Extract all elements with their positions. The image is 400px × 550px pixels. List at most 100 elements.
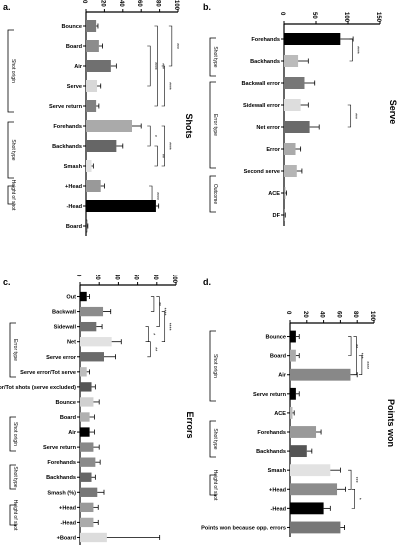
chart-title: Errors bbox=[185, 411, 195, 438]
category-label: Board bbox=[270, 354, 287, 360]
panel-b: 0 50 100 150 Forehands Backhands Backwall erro… bbox=[200, 0, 400, 275]
bar bbox=[80, 457, 96, 467]
tick-label: 100 bbox=[369, 311, 375, 322]
significance-bracket bbox=[150, 296, 155, 312]
panel-letter: a. bbox=[3, 2, 11, 12]
category-label: +Head bbox=[65, 184, 83, 190]
category-label: Backhands bbox=[52, 144, 82, 150]
bar bbox=[290, 483, 338, 496]
significance-marker: ** bbox=[352, 344, 358, 348]
group-bracket bbox=[209, 420, 216, 458]
category-label: Air bbox=[74, 64, 83, 70]
group-bracket bbox=[9, 504, 16, 526]
group-label: Outcome bbox=[212, 184, 218, 205]
category-label: Serve error bbox=[46, 355, 77, 361]
significance-bracket bbox=[147, 45, 151, 87]
category-label: Forehands bbox=[53, 124, 82, 130]
panel-c: 0 20 40 60 80 100 Out Backwall Sidewall Net Serve … bbox=[0, 275, 200, 550]
bar bbox=[86, 200, 156, 212]
tick-label: 60 bbox=[133, 275, 139, 280]
significance-marker: *** bbox=[352, 477, 358, 483]
significance-bracket bbox=[149, 185, 153, 207]
bar bbox=[284, 99, 301, 111]
bar bbox=[80, 442, 94, 452]
bar bbox=[80, 291, 87, 302]
bar bbox=[80, 321, 97, 332]
group-label: Error type bbox=[12, 339, 18, 361]
significance-marker: ** bbox=[155, 302, 161, 306]
category-label: Forehands bbox=[47, 460, 76, 466]
chart-title: Shots bbox=[184, 113, 194, 138]
category-label: Backhands bbox=[250, 59, 280, 65]
bar bbox=[80, 382, 92, 392]
significance-bracket bbox=[347, 104, 352, 128]
bar bbox=[284, 143, 296, 155]
chart-title: Points won bbox=[386, 399, 396, 447]
panel-c-chart: 0 20 40 60 80 100 Out Backwall Sidewall Net Serve … bbox=[0, 275, 195, 545]
category-label: Bounce bbox=[55, 400, 76, 406]
significance-marker: * bbox=[151, 135, 157, 137]
category-label: Backwall error bbox=[241, 81, 280, 87]
category-label: Shot error/Tot shots (serve excluded) bbox=[0, 385, 76, 391]
significance-bracket bbox=[161, 311, 166, 343]
bar bbox=[86, 120, 132, 132]
significance-bracket bbox=[154, 25, 158, 107]
category-label: +Head bbox=[269, 487, 287, 493]
category-label: Bounce bbox=[61, 24, 82, 30]
significance-marker: **** bbox=[354, 46, 360, 54]
group-bracket bbox=[9, 464, 16, 490]
significance-bracket bbox=[161, 65, 165, 107]
group-bracket bbox=[209, 474, 216, 496]
bar bbox=[86, 80, 98, 92]
tick-label: 60 bbox=[335, 311, 341, 318]
bar bbox=[80, 472, 92, 482]
category-label: +Head bbox=[59, 505, 77, 511]
bar bbox=[80, 306, 104, 317]
category-label: Net error bbox=[256, 125, 280, 131]
group-label: Shot origin bbox=[212, 354, 218, 378]
significance-marker: **** bbox=[151, 62, 157, 70]
tick-label: 20 bbox=[99, 0, 105, 7]
bar bbox=[284, 121, 310, 133]
tick-label: 40 bbox=[319, 311, 325, 318]
bar bbox=[80, 352, 104, 362]
tick-label: 40 bbox=[118, 0, 124, 7]
bar bbox=[284, 33, 341, 45]
significance-bracket bbox=[348, 336, 352, 356]
significance-marker: *** bbox=[173, 43, 179, 49]
bar bbox=[80, 367, 87, 377]
bar bbox=[290, 426, 317, 438]
tick-label: 50 bbox=[311, 12, 317, 19]
category-label: Forehands bbox=[251, 37, 280, 43]
bar bbox=[86, 180, 101, 192]
panel-a: 0 20 40 60 80 100 Bounce Board Air Serve Serve ret… bbox=[0, 0, 200, 275]
tick-label: 20 bbox=[302, 311, 308, 318]
group-label: Error type bbox=[212, 114, 218, 136]
bar bbox=[284, 209, 285, 221]
group-label: Shot origin bbox=[12, 422, 18, 446]
category-label: Forehands bbox=[257, 430, 286, 436]
significance-marker: ** bbox=[158, 154, 164, 158]
significance-marker: **** bbox=[363, 361, 369, 369]
bar bbox=[284, 187, 286, 199]
group-bracket bbox=[209, 81, 216, 169]
category-label: -Head bbox=[60, 520, 76, 526]
category-label: Board bbox=[66, 44, 83, 50]
significance-bracket bbox=[351, 488, 355, 509]
tick-label: 0 bbox=[279, 12, 285, 16]
tick-label: 80 bbox=[352, 311, 358, 318]
category-label: ACE bbox=[274, 411, 286, 417]
category-label: Serve return bbox=[49, 104, 83, 110]
tick-label: 150 bbox=[375, 12, 381, 23]
significance-bracket bbox=[154, 145, 158, 167]
significance-bracket bbox=[353, 336, 357, 376]
bar bbox=[80, 532, 107, 543]
category-label: Backhands bbox=[256, 449, 286, 455]
bar bbox=[86, 100, 97, 112]
tick-label: 40 bbox=[113, 275, 119, 280]
significance-marker: **** bbox=[153, 192, 159, 200]
significance-bracket bbox=[358, 355, 363, 376]
category-label: +Board bbox=[57, 535, 77, 541]
tick-label: 80 bbox=[155, 0, 161, 7]
